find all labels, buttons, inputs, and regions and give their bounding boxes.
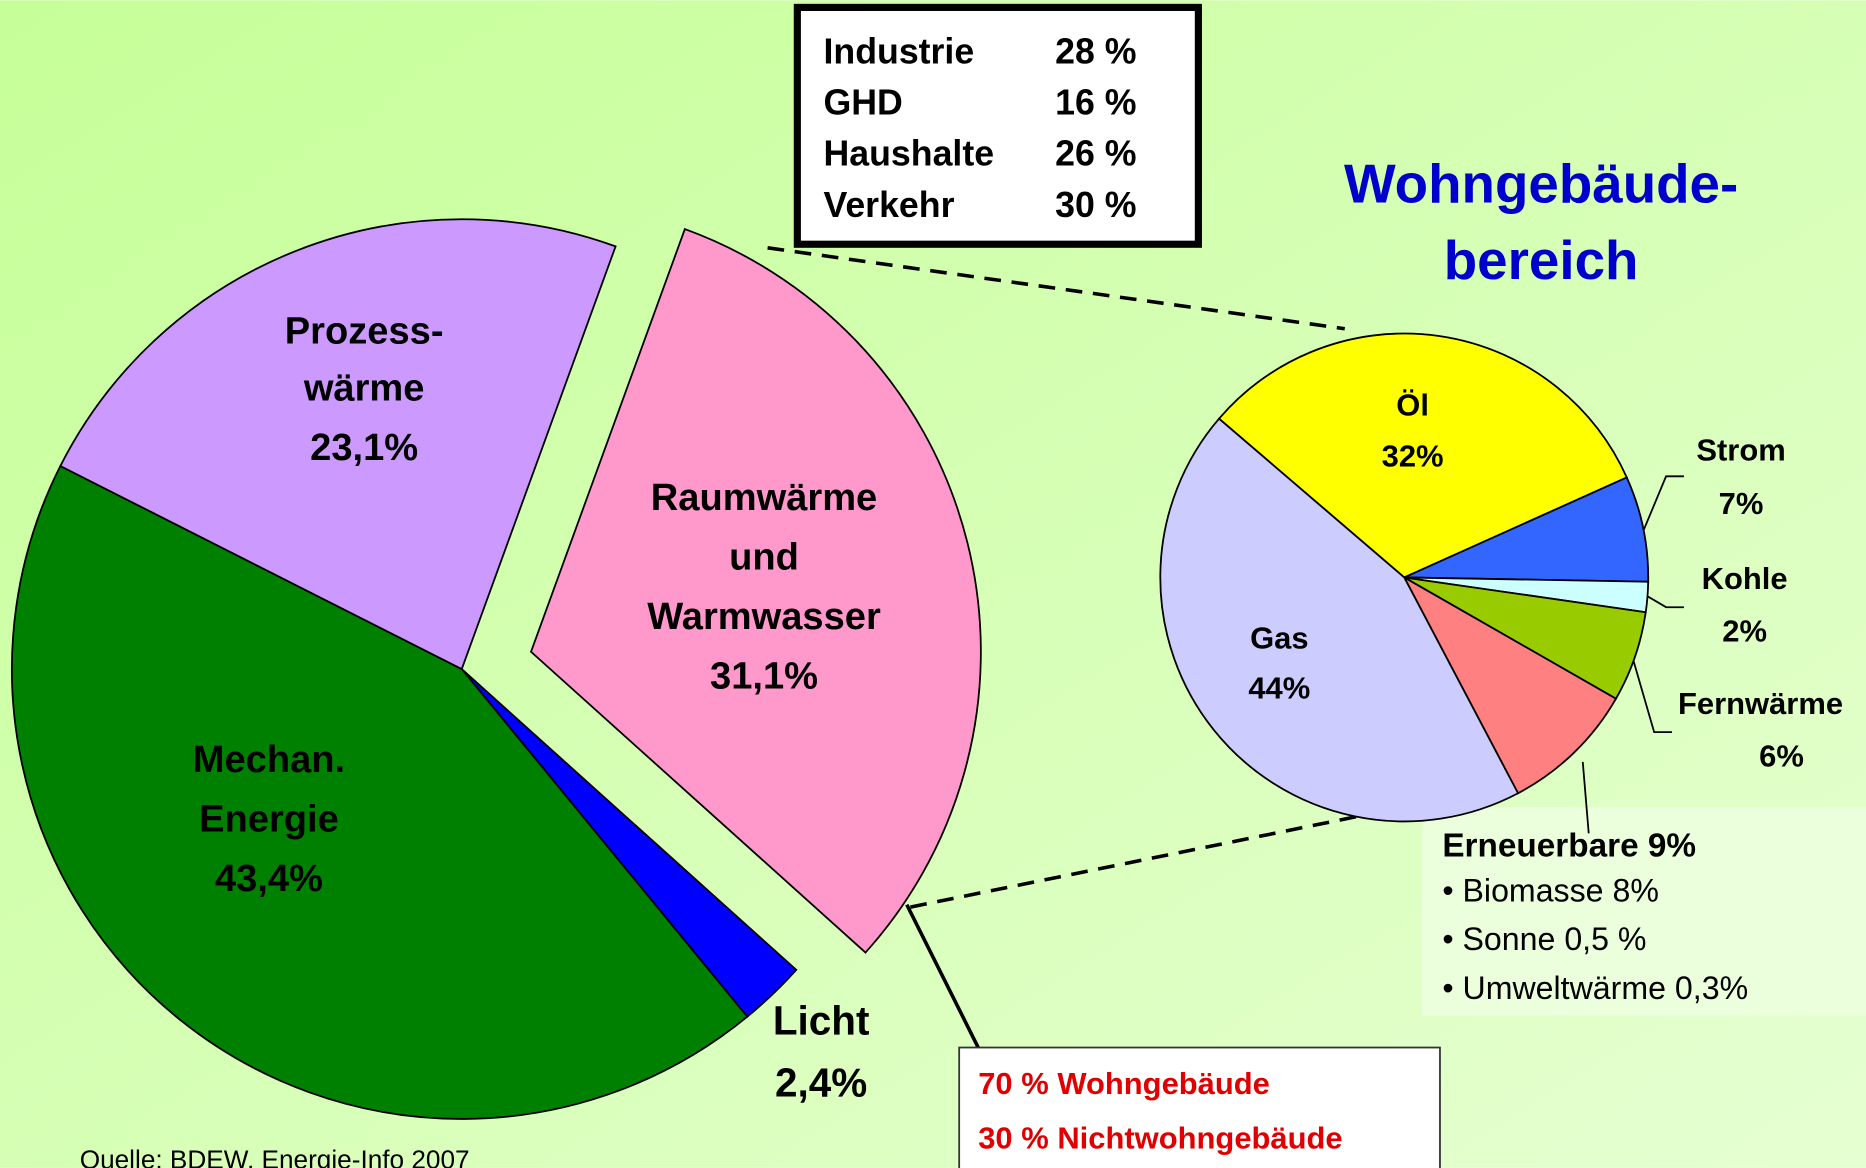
- label: Industrie: [824, 31, 975, 71]
- leader-line: [1641, 475, 1684, 534]
- label: 6%: [1759, 739, 1804, 774]
- label: Fernwärme: [1678, 686, 1843, 721]
- pie-slice: [11, 464, 749, 1120]
- label: und: [729, 537, 799, 579]
- label: Warmwasser: [647, 596, 881, 638]
- pie-slice: [1217, 332, 1628, 579]
- label: 2%: [1722, 614, 1767, 649]
- connector: [905, 903, 980, 1049]
- label: 70 % Wohngebäude: [978, 1066, 1270, 1101]
- label: 30 % Nichtwohngebäude: [978, 1121, 1342, 1156]
- label: bereich: [1444, 229, 1639, 291]
- label: Kohle: [1702, 561, 1788, 596]
- label: Haushalte: [824, 134, 995, 174]
- detail: • Biomasse 8%: [1442, 872, 1659, 908]
- label: Mechan.: [193, 739, 345, 781]
- leader-line: [1581, 761, 1590, 834]
- connector: [910, 814, 1358, 909]
- label: Öl: [1396, 387, 1429, 422]
- label: 32%: [1382, 439, 1444, 474]
- label: 9%: [1648, 827, 1696, 864]
- pie-slice: [1402, 575, 1618, 795]
- label: Erneuerbare 9%: [1442, 827, 1696, 864]
- detail: • Sonne 0,5 %: [1442, 921, 1646, 957]
- label: 44%: [1248, 671, 1310, 706]
- label: Raumwärme: [651, 477, 877, 519]
- label: 31,1%: [710, 656, 818, 698]
- label: Erneuerbare: [1442, 827, 1638, 864]
- pie-slice: [59, 218, 617, 671]
- detail: • Umweltwärme 0,3%: [1442, 970, 1748, 1006]
- label: Verkehr: [824, 185, 955, 225]
- details-box: [1422, 807, 1866, 1016]
- label: 26 %: [1055, 134, 1136, 174]
- residential-box: [958, 1046, 1441, 1168]
- label: Strom: [1696, 433, 1785, 468]
- label: Licht: [773, 997, 870, 1043]
- label: Wohngebäude-: [1344, 153, 1738, 215]
- label: GHD: [824, 82, 903, 122]
- leader-line: [1629, 649, 1673, 734]
- source: Quelle: BDEW, Energie-Info 2007: [80, 1145, 470, 1168]
- sector-box: [793, 3, 1202, 248]
- label: Prozess-: [285, 311, 444, 353]
- pie-slice: [1159, 417, 1520, 823]
- label: 16 %: [1055, 82, 1136, 122]
- label: 2,4%: [775, 1059, 867, 1105]
- connector: [767, 246, 1346, 331]
- label: 43,4%: [215, 858, 323, 900]
- label: 23,1%: [310, 427, 418, 469]
- leader-line: [1645, 594, 1684, 609]
- label: Energie: [199, 798, 339, 840]
- label: Gas: [1250, 621, 1308, 656]
- label: 7%: [1719, 486, 1764, 521]
- pie-slice: [1403, 476, 1650, 583]
- label: 30 %: [1055, 185, 1136, 225]
- label: 28 %: [1055, 31, 1136, 71]
- content: Quelle: BDEW, Energie-Info 2007: [80, 3, 1866, 1168]
- label: wärme: [303, 368, 425, 410]
- pie-slice: [529, 227, 982, 954]
